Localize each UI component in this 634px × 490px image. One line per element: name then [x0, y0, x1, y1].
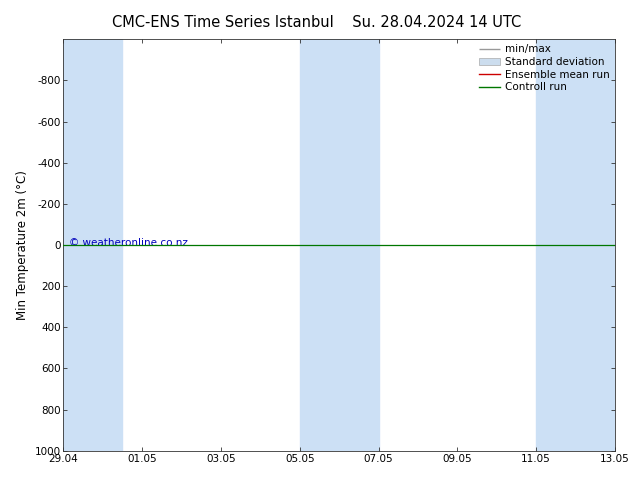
- Bar: [300, 39, 378, 451]
- Text: © weatheronline.co.nz: © weatheronline.co.nz: [69, 238, 188, 248]
- Y-axis label: Min Temperature 2m (°C): Min Temperature 2m (°C): [16, 170, 29, 320]
- Bar: [63, 39, 122, 451]
- Text: CMC-ENS Time Series Istanbul    Su. 28.04.2024 14 UTC: CMC-ENS Time Series Istanbul Su. 28.04.2…: [112, 15, 522, 30]
- Legend: min/max, Standard deviation, Ensemble mean run, Controll run: min/max, Standard deviation, Ensemble me…: [477, 42, 612, 94]
- Bar: [536, 39, 615, 451]
